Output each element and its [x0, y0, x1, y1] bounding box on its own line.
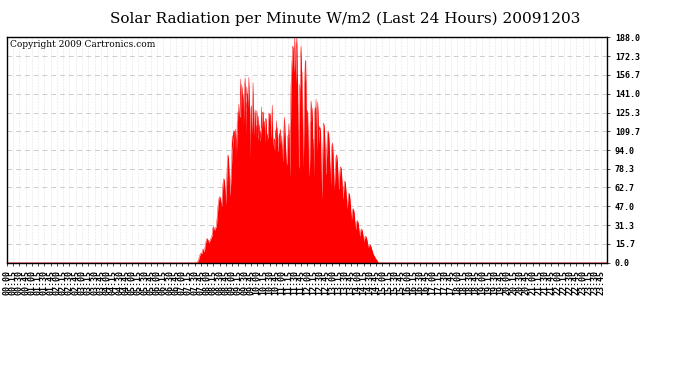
Text: Copyright 2009 Cartronics.com: Copyright 2009 Cartronics.com [10, 40, 155, 49]
Text: Solar Radiation per Minute W/m2 (Last 24 Hours) 20091203: Solar Radiation per Minute W/m2 (Last 24… [110, 11, 580, 26]
